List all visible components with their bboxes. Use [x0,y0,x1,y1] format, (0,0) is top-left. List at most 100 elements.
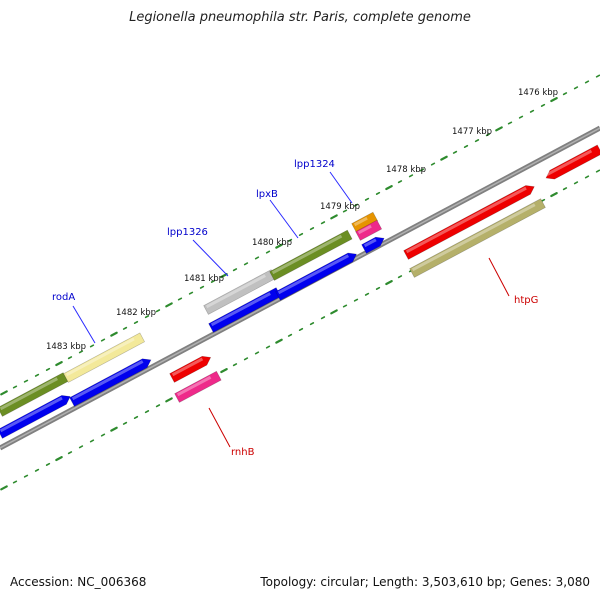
leader-line [329,171,353,204]
leader-line [72,305,96,344]
ruler-tick [275,338,283,344]
ruler-tick [529,109,535,113]
ruler-tick [188,291,194,295]
gene-blue-small-body [361,236,385,254]
ruler-tick [155,404,161,408]
ruler-tick [265,345,271,349]
ruler-label: 1483 kbp [46,342,86,352]
ruler-tick [220,367,228,374]
gene-htpG-red [403,185,535,260]
ruler-tick [452,150,458,154]
ruler-tick [330,309,338,315]
gene-label-lpxb: lpxB [256,189,278,200]
ruler-tick [89,439,95,443]
gene-blue-small [361,236,385,254]
gene-right-red-shine [545,149,593,177]
ruler-tick [430,162,436,166]
ruler-tick [243,262,249,266]
ruler-tick [550,96,558,103]
ruler-tick [463,144,469,148]
label-leaders [72,171,510,448]
ruler-tick [562,92,568,96]
ruler-tick [342,209,348,213]
gene-label-lpp1324: lpp1324 [294,159,335,170]
ruler-tick [177,297,183,301]
ruler-tick [55,455,63,462]
gene-label-roda: rodA [52,292,75,303]
ruler-label: 1482 kbp [116,308,156,318]
ruler-tick [320,316,326,320]
ruler-tick [23,474,29,478]
ruler-label: 1476 kbp [518,88,558,98]
ruler-tick [342,304,348,308]
ruler-tick [100,338,106,342]
ruler-tick [309,322,315,326]
gene-blue-small-shine [363,238,377,248]
ruler-tick [364,197,370,201]
gene-lpxB [269,229,353,281]
gene-lpp1324 [351,211,379,233]
ruler-tick [243,357,249,361]
gene-olive-left [0,372,69,417]
gene-olive-left-shine [0,377,58,411]
ruler-tick [275,243,283,249]
ruler-tick [309,227,315,231]
ruler-tick [133,415,139,419]
ruler-tick [45,462,51,466]
gene-label-htpg: htpG [514,295,538,306]
gene-magenta-small-body [355,219,383,241]
ruler-tick [287,238,293,242]
genome-summary-text: Topology: circular; Length: 3,503,610 bp… [260,575,590,589]
ruler-tick [595,169,600,173]
ruler-tick [144,315,150,319]
ruler-tick [375,286,381,290]
gene-blue-left-shine [0,396,63,433]
ruler-label: 1481 kbp [184,274,224,284]
ruler-tick [232,268,238,272]
ruler-tick [518,115,524,119]
ruler-tick [408,174,414,178]
gene-lpxB-shine [271,234,343,275]
ruler-tick [155,309,161,313]
ruler-label: 1480 kbp [252,238,292,248]
ruler-tick [495,126,503,132]
ruler-tick [67,356,73,360]
ruler-tick [199,285,205,289]
gene-red-small-shine [171,357,204,377]
ruler-tick [165,397,173,403]
ruler-tick [232,363,238,367]
ruler-tick [254,351,260,355]
ruler-tick [34,468,40,472]
leader-line [208,407,231,448]
gene-blue-2-body [69,358,152,407]
gene-blue-left-body [0,395,71,439]
gene-blue-2 [69,358,152,407]
ruler-tick [573,181,579,185]
ruler-tick [34,373,40,377]
ruler-tick [364,292,370,296]
gene-right-red [545,144,600,180]
gene-features [0,144,600,439]
ruler-tick [165,302,173,308]
gene-rnhB-shine [176,375,212,397]
gene-htpG-body [409,198,546,278]
ruler-tick [375,191,381,195]
ruler-tick [45,367,51,371]
gene-red-small [169,355,212,383]
ruler-label: 1479 kbp [320,202,360,212]
ruler-tick [89,344,95,348]
ruler-tick [220,272,228,279]
ruler-tick [12,385,18,389]
ruler-tick [540,198,546,202]
ruler-tick [110,331,118,337]
ruler-tick [110,426,118,432]
gene-blue-4-body [275,252,357,301]
leader-line [269,199,299,239]
gene-htpG-shine [411,203,536,272]
gene-rnhB-body [174,370,222,403]
gene-lpp1326-shine [205,274,266,309]
ruler-tick [474,139,480,143]
genome-title: Legionella pneumophila str. Paris, compl… [129,10,471,25]
